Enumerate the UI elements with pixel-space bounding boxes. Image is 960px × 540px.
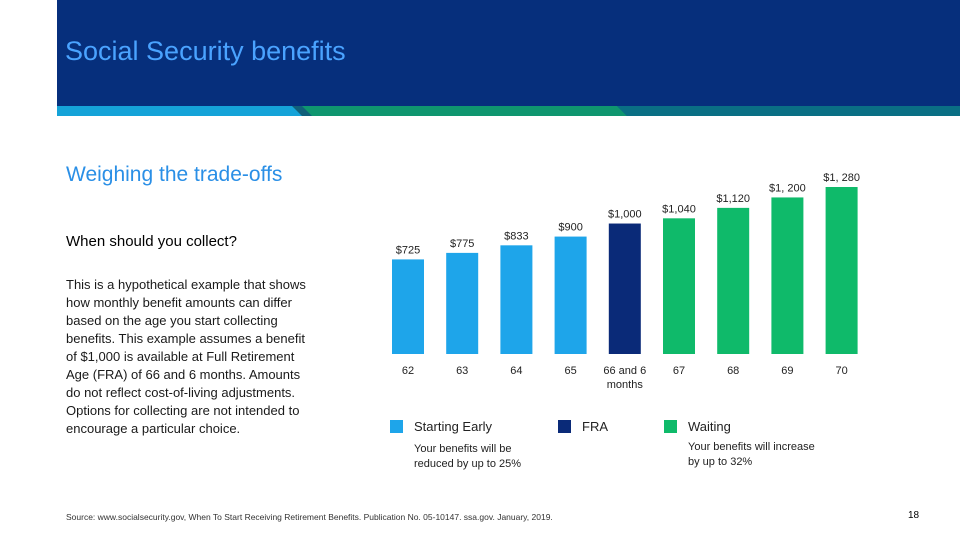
bar-value-label-0: $725 bbox=[396, 244, 420, 256]
bar-value-label-5: $1,040 bbox=[662, 203, 696, 215]
bar-0 bbox=[392, 259, 424, 354]
source-footnote: Source: www.socialsecurity.gov, When To … bbox=[66, 512, 553, 522]
bar-8 bbox=[825, 187, 858, 354]
legend-label-fra: FRA bbox=[582, 419, 608, 434]
header-bar: Social Security benefits bbox=[57, 0, 960, 106]
x-tick-label-8: 70 bbox=[835, 365, 847, 377]
x-tick-label-4-1: months bbox=[607, 379, 644, 391]
bar-value-label-3: $900 bbox=[558, 222, 582, 234]
x-tick-label-2: 64 bbox=[510, 365, 522, 377]
bar-7 bbox=[771, 197, 804, 354]
legend-label-early: Starting Early bbox=[414, 419, 493, 434]
bar-value-label-6: $1,120 bbox=[716, 193, 750, 205]
bar-6 bbox=[717, 207, 750, 354]
x-tick-label-5: 67 bbox=[673, 365, 685, 377]
question-heading: When should you collect? bbox=[66, 233, 237, 250]
section-subtitle: Weighing the trade-offs bbox=[66, 163, 283, 186]
bar-3 bbox=[554, 236, 587, 354]
x-tick-label-7: 69 bbox=[781, 365, 793, 377]
legend-swatch-fra bbox=[558, 420, 571, 433]
bar-2 bbox=[500, 245, 533, 354]
legend-swatch-waiting bbox=[664, 420, 677, 433]
bar-4 bbox=[608, 223, 641, 354]
x-tick-label-0: 62 bbox=[402, 365, 414, 377]
bar-5 bbox=[663, 218, 695, 354]
x-tick-label-1: 63 bbox=[456, 365, 468, 377]
header-accent-band bbox=[57, 106, 960, 116]
benefits-bar-chart: $725 62 $775 63 $833 64 $900 65 $1,000 66 and 6 mo… bbox=[392, 172, 860, 391]
legend-label-waiting: Waiting bbox=[688, 419, 731, 434]
page-number: 18 bbox=[908, 510, 920, 521]
bar-value-label-8: $1, 280 bbox=[823, 172, 860, 184]
bar-value-label-1: $775 bbox=[450, 238, 474, 250]
page-title: Social Security benefits bbox=[65, 36, 346, 66]
description-text: This is a hypothetical example that show… bbox=[66, 277, 306, 436]
x-tick-label-6: 68 bbox=[727, 365, 739, 377]
legend-note-waiting: Your benefits will increase by up to 32% bbox=[688, 441, 815, 468]
legend-note-early: Your benefits will be reduced by up to 2… bbox=[414, 443, 522, 470]
bar-value-label-7: $1, 200 bbox=[769, 182, 806, 194]
legend-swatch-early bbox=[390, 420, 403, 433]
bar-value-label-4: $1,000 bbox=[608, 209, 642, 221]
x-tick-label-3: 65 bbox=[564, 365, 576, 377]
x-tick-label-4-0: 66 and 6 bbox=[603, 365, 646, 377]
bar-1 bbox=[446, 252, 479, 354]
bar-value-label-2: $833 bbox=[504, 230, 528, 242]
